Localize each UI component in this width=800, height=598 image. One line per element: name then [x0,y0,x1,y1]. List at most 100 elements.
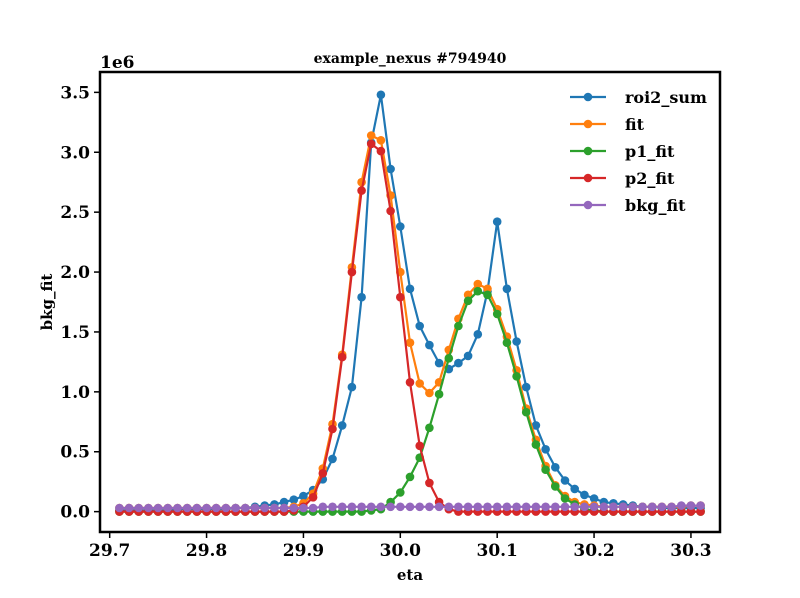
data-point [347,382,357,392]
data-point [289,495,299,505]
legend-item: bkg_fit [570,196,686,215]
plot-area [115,90,705,516]
legend-label: roi2_sum [625,88,707,107]
legend-marker [583,146,593,156]
data-point [502,284,512,294]
data-point [521,382,531,392]
data-point [250,503,260,513]
data-point [405,378,415,387]
data-point [415,441,425,451]
data-point [473,286,483,296]
data-point [512,337,521,346]
data-point [667,502,676,512]
y-tick-label: 1.5 [60,323,90,343]
data-point [512,502,521,512]
data-point [521,407,531,417]
data-point [618,502,628,512]
data-point [115,503,124,513]
data-point [279,497,289,507]
legend-marker [583,173,593,183]
legend-label: bkg_fit [625,196,686,215]
data-point [173,503,182,513]
data-point [686,501,696,510]
data-point [366,502,376,512]
data-point [686,507,696,516]
data-point [531,421,541,430]
legend-marker [583,92,593,102]
data-point [328,502,337,512]
data-point [609,502,618,512]
data-point [144,503,153,513]
data-point [357,186,366,195]
data-point [366,131,376,140]
x-tick-label: 30.0 [380,541,422,561]
legend-item: p2_fit [570,169,675,188]
x-axis: 29.7 29.8 29.9 30.0 30.1 30.2 30.3 [89,532,712,561]
data-point [677,501,686,510]
data-point [551,482,560,491]
y-tick-label: 0.5 [60,443,90,463]
data-point [376,90,386,100]
data-point [221,503,231,513]
data-point [357,502,366,512]
data-point [270,503,279,513]
data-point [192,503,202,513]
y-tick-label: 0.0 [60,503,90,523]
data-point [492,502,502,512]
data-point [415,502,425,512]
data-point [444,354,454,363]
data-point [405,284,415,294]
data-point [589,494,599,503]
data-point [551,502,560,512]
data-point [347,267,357,277]
data-point [502,502,512,512]
data-point [231,503,240,513]
data-point [405,472,415,482]
data-point [599,502,609,512]
y-axis-label: bkg_fit [38,274,56,331]
series-p2_fit [115,139,705,516]
data-point [337,502,347,512]
series-p1_fit [115,286,705,516]
y-tick-label: 3.0 [60,143,90,163]
data-point [560,494,570,503]
data-point [628,502,638,512]
data-point [677,507,686,516]
data-point [444,502,454,512]
data-point [434,358,444,368]
data-point [570,484,579,494]
y-tick-label: 2.5 [60,203,90,223]
data-point [134,503,143,513]
data-point [241,503,250,513]
data-point [647,502,657,512]
data-point [357,292,366,302]
data-point [521,502,531,512]
data-point [551,463,560,472]
data-point [473,330,483,339]
y-tick-label: 3.5 [60,83,90,103]
data-point [696,501,705,510]
series-line [119,94,701,512]
legend-marker [583,200,593,210]
series-line [119,141,701,513]
data-point [396,502,405,512]
data-point [502,338,512,348]
data-point [328,424,337,434]
data-point [405,338,415,348]
data-point [211,503,221,513]
x-axis-label: eta [397,566,423,584]
data-point [492,309,502,319]
data-point [560,502,570,512]
data-point [580,490,589,500]
data-point [560,476,570,485]
x-tick-label: 29.9 [283,541,324,561]
data-point [589,502,599,512]
data-point [570,502,579,512]
chart-title: example_nexus #794940 [314,51,507,67]
data-point [396,488,405,497]
legend-marker [583,119,593,129]
data-point [425,478,434,488]
data-point [260,503,270,513]
